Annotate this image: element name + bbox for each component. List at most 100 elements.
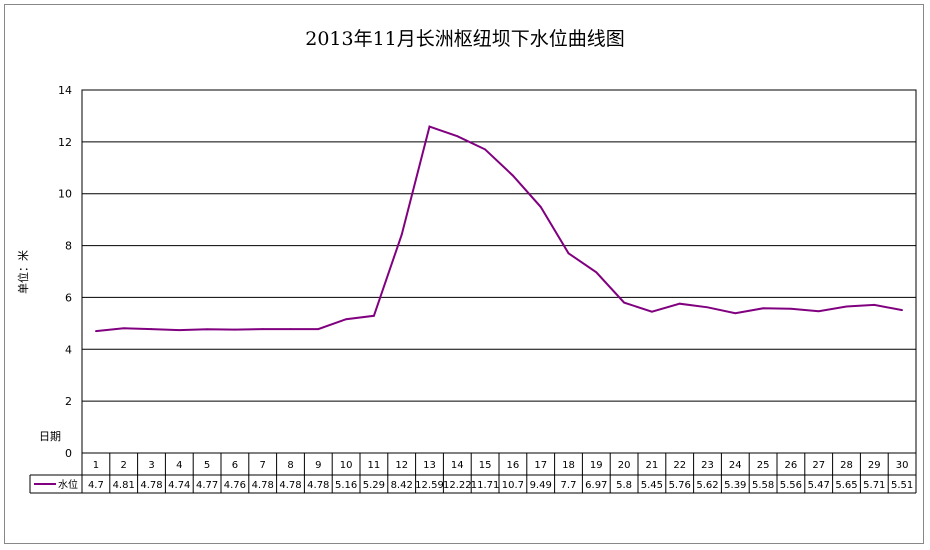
data-label: 7.7 (561, 480, 577, 491)
x-tick-label: 29 (868, 460, 881, 471)
x-tick-label: 11 (368, 460, 381, 471)
data-label: 6.97 (585, 480, 607, 491)
y-tick-label: 6 (65, 291, 72, 304)
data-point (428, 125, 431, 128)
data-point (373, 314, 375, 317)
data-point (150, 328, 153, 330)
legend-label: 水位 (58, 478, 78, 491)
data-point (539, 206, 542, 208)
y-tick-label: 2 (65, 395, 72, 408)
data-label: 4.76 (224, 480, 246, 491)
y-tick-label: 4 (65, 343, 72, 356)
x-tick-label: 14 (451, 460, 464, 471)
data-label: 4.7 (88, 480, 104, 491)
data-point (345, 318, 347, 321)
data-label: 8.42 (391, 480, 413, 491)
data-label: 11.71 (471, 480, 500, 491)
data-point (484, 148, 486, 151)
x-tick-label: 30 (896, 460, 909, 471)
y-tick-label: 8 (65, 240, 72, 253)
x-tick-label: 2 (121, 460, 127, 471)
data-label: 5.58 (752, 480, 774, 491)
x-tick-label: 3 (148, 460, 154, 471)
plot-area (81, 89, 917, 454)
data-label: 5.8 (616, 480, 632, 491)
x-tick-label: 27 (812, 460, 825, 471)
data-label: 5.45 (641, 480, 663, 491)
y-tick-label: 14 (58, 84, 72, 97)
data-point (873, 304, 876, 306)
y-tick-label: 12 (58, 136, 72, 149)
x-axis-label: 日期 (39, 430, 61, 443)
data-point (456, 135, 459, 138)
data-label: 9.49 (530, 480, 552, 491)
x-tick-label: 8 (287, 460, 293, 471)
x-tick-label: 13 (423, 460, 436, 471)
data-point (122, 327, 125, 330)
x-tick-label: 16 (507, 460, 520, 471)
data-label: 4.81 (113, 480, 135, 491)
x-tick-label: 9 (315, 460, 321, 471)
x-tick-label: 4 (176, 460, 182, 471)
series-line (95, 125, 903, 333)
data-label: 4.78 (252, 480, 274, 491)
data-label: 10.7 (502, 480, 524, 491)
data-point (178, 329, 181, 331)
data-point (595, 271, 598, 274)
x-tick-label: 12 (395, 460, 408, 471)
x-tick-label: 26 (785, 460, 798, 471)
x-tick-label: 15 (479, 460, 492, 471)
x-tick-label: 17 (534, 460, 547, 471)
data-point (706, 306, 709, 309)
data-point (261, 328, 264, 330)
x-tick-label: 21 (646, 460, 659, 471)
data-label: 5.65 (835, 480, 857, 491)
y-tick-label: 0 (65, 447, 72, 460)
data-label: 4.78 (279, 480, 301, 491)
data-label: 5.16 (335, 480, 357, 491)
x-tick-label: 20 (618, 460, 631, 471)
data-point (817, 310, 820, 313)
x-tick-label: 28 (840, 460, 853, 471)
x-tick-label: 23 (701, 460, 714, 471)
gridlines (82, 141, 916, 402)
data-point (845, 305, 848, 308)
data-label: 4.74 (168, 480, 190, 491)
x-tick-label: 18 (562, 460, 575, 471)
data-label: 12.22 (443, 480, 472, 491)
data-point (400, 233, 403, 236)
data-label: 4.78 (140, 480, 162, 491)
x-tick-label: 5 (204, 460, 210, 471)
data-label: 5.56 (780, 480, 802, 491)
data-label: 5.71 (863, 480, 885, 491)
x-tick-label: 24 (729, 460, 742, 471)
y-tick-label: 10 (58, 188, 72, 201)
data-point (512, 174, 514, 177)
data-label: 5.76 (669, 480, 691, 491)
data-point (95, 330, 97, 333)
x-tick-label: 7 (260, 460, 266, 471)
data-label: 5.47 (808, 480, 830, 491)
data-point (234, 328, 236, 331)
data-label: 12.59 (415, 480, 444, 491)
data-point (317, 328, 320, 330)
x-tick-label: 10 (340, 460, 353, 471)
x-tick-label: 19 (590, 460, 603, 471)
chart-title: 2013年11月长洲枢纽坝下水位曲线图 (305, 28, 625, 50)
data-point (901, 309, 903, 312)
data-point (678, 302, 681, 305)
data-point (289, 328, 292, 330)
data-point (651, 310, 653, 313)
data-table: 1 2 3 4 5 6 7 8 9 10 11 12 13 14 15 16 17 18 19 20 21 22 23 24 2… (29, 453, 917, 494)
data-label: 4.78 (307, 480, 329, 491)
data-point (206, 328, 209, 331)
y-axis-label: 单位：米 (16, 250, 30, 294)
data-label: 5.39 (724, 480, 746, 491)
data-point (623, 301, 625, 304)
data-point (734, 312, 737, 315)
data-label: 5.62 (696, 480, 718, 491)
x-tick-label: 1 (93, 460, 99, 471)
data-point (762, 307, 764, 310)
series-water-level (95, 125, 903, 333)
